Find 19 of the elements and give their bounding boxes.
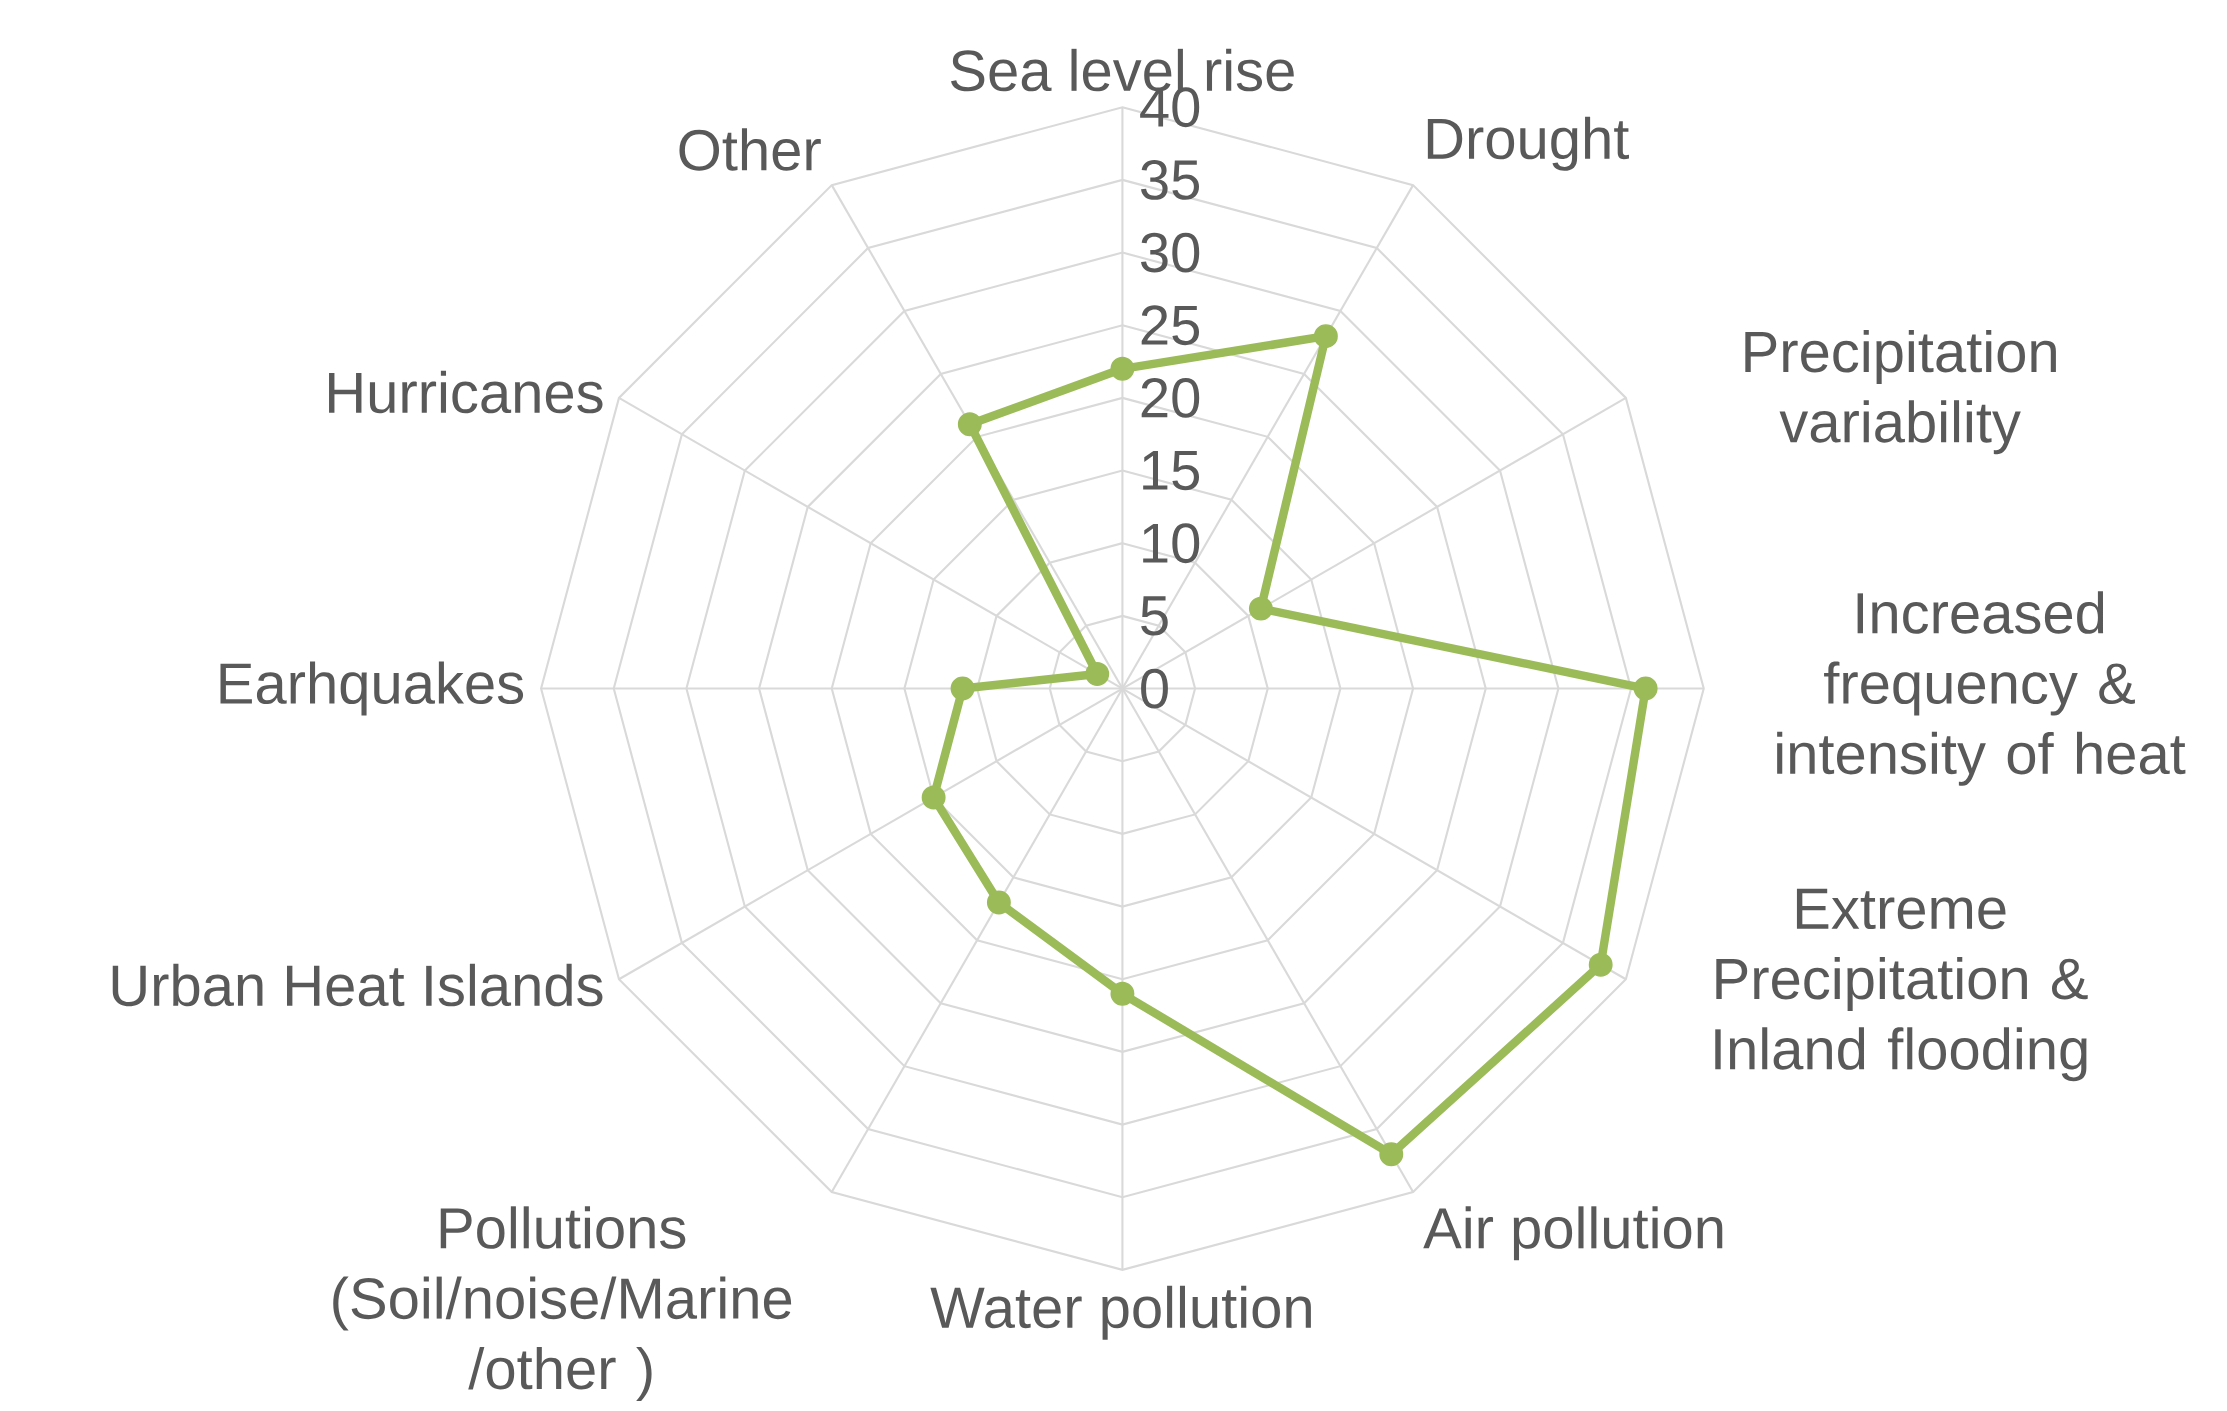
y-tick-label: 30 <box>1141 232 1200 273</box>
y-tick-label: 5 <box>1141 596 1168 636</box>
spoke-label: Pollutions (Soil/noise/Marine /other ) <box>333 1206 792 1401</box>
spoke-label: Air pollution <box>1423 1206 1723 1261</box>
y-tick-label: 15 <box>1143 450 1200 491</box>
spoke-label: Water pollution <box>930 1285 1311 1340</box>
y-tick-label: 10 <box>1143 523 1200 564</box>
spoke-label: Other <box>679 128 821 171</box>
spoke-label: Increased frequency & intensity of heat <box>1777 591 2186 786</box>
y-tick-label: 35 <box>1141 160 1200 200</box>
spoke-label: Urban Heat Islands <box>112 963 603 1007</box>
y-tick-label: 20 <box>1141 378 1200 418</box>
spoke-label: Earhquakes <box>220 661 524 716</box>
y-tick-label: 0 <box>1141 668 1168 709</box>
spoke-label: Hurricanes <box>329 370 603 414</box>
y-tick-label: 25 <box>1141 305 1200 346</box>
spoke-label: Extreme Precipitation & Inland flooding <box>1715 888 2088 1082</box>
spoke-label: Precipitation variability <box>1745 329 2056 455</box>
spoke-label: Drought <box>1427 116 1629 171</box>
